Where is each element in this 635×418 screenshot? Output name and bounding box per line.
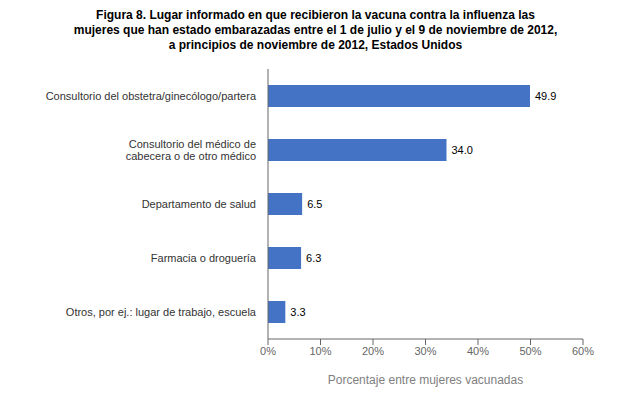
- svg-text:3.3: 3.3: [290, 306, 305, 318]
- svg-text:Consultorio del médico decabec: Consultorio del médico decabecera o de o…: [126, 138, 256, 163]
- svg-text:34.0: 34.0: [452, 144, 473, 156]
- html-text:mujeres que han estado embaraz: mujeres que han estado embarazadas entre…: [73, 23, 558, 37]
- svg-text:6.5: 6.5: [307, 198, 322, 210]
- svg-text:Otros, por ej.: lugar de traba: Otros, por ej.: lugar de trabajo, escuel…: [66, 306, 257, 318]
- svg-text:30%: 30%: [414, 345, 436, 357]
- svg-text:20%: 20%: [362, 345, 384, 357]
- svg-text:40%: 40%: [467, 345, 489, 357]
- html-text:a principios de noviembre de 2: a principios de noviembre de 2012, Estad…: [168, 38, 463, 52]
- svg-text:Farmacia o droguería: Farmacia o droguería: [151, 252, 257, 264]
- svg-text:Departamento de salud: Departamento de salud: [142, 198, 256, 210]
- svg-text:6.3: 6.3: [306, 252, 321, 264]
- svg-text:50%: 50%: [519, 345, 541, 357]
- svg-text:Porcentaje entre mujeres vacun: Porcentaje entre mujeres vacunadas: [328, 373, 523, 387]
- svg-text:60%: 60%: [572, 345, 594, 357]
- svg-text:Consultorio del obstetra/ginec: Consultorio del obstetra/ginecólogo/part…: [46, 90, 257, 102]
- html-text:Figura 8. Lugar informado en q: Figura 8. Lugar informado en que recibie…: [96, 8, 535, 22]
- svg-text:0%: 0%: [260, 345, 276, 357]
- svg-text:10%: 10%: [309, 345, 331, 357]
- svg-text:49.9: 49.9: [535, 90, 556, 102]
